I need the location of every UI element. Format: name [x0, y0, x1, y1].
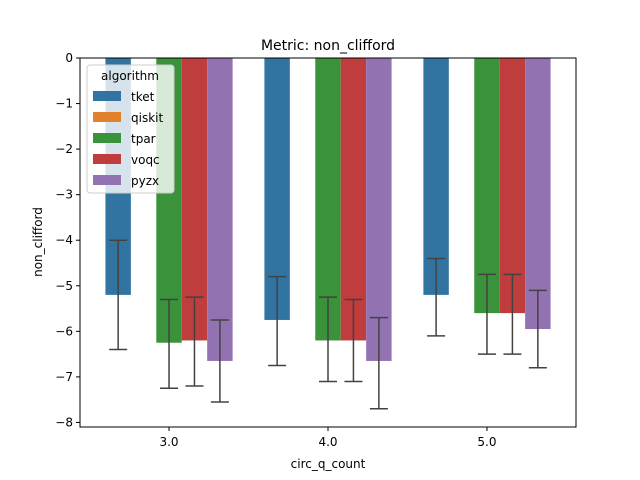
- bars-layer: [105, 58, 551, 361]
- error-bar-tpar-5.0: [477, 273, 496, 355]
- y-axis-label: non_clifford: [31, 207, 45, 277]
- y-tick-label: −8: [55, 415, 73, 429]
- error-bar-pyzx-4.0: [369, 316, 388, 410]
- bar-pyzx-5.0: [525, 58, 551, 330]
- legend-swatch-tpar: [93, 133, 121, 143]
- bar-pyzx-4.0: [366, 58, 392, 361]
- error-bar-tket-4.0: [268, 275, 287, 367]
- bar-voqc-3.0: [181, 58, 208, 341]
- error-bars-layer: [109, 239, 547, 410]
- legend: algorithm tket qiskit tpar voqc pyzx: [86, 64, 175, 194]
- y-axis: 0 −1 −2 −3 −4 −5 −6 −7 −8: [55, 51, 80, 429]
- y-tick-label: −1: [55, 97, 73, 111]
- bar-tpar-4.0: [315, 58, 341, 341]
- legend-title: algorithm: [101, 69, 159, 83]
- y-tick-label: −2: [55, 142, 73, 156]
- legend-label-voqc: voqc: [131, 153, 160, 167]
- bar-tket-5.0: [423, 58, 449, 295]
- error-bar-pyzx-3.0: [210, 319, 229, 403]
- x-axis: 3.0 4.0 5.0: [159, 427, 497, 449]
- error-bar-voqc-4.0: [344, 298, 363, 383]
- x-tick-label: 4.0: [318, 435, 337, 449]
- error-bar-tket-5.0: [427, 257, 446, 337]
- bar-pyzx-3.0: [207, 58, 233, 361]
- legend-label-tket: tket: [131, 90, 155, 104]
- x-axis-label: circ_q_count: [291, 457, 366, 471]
- y-tick-label: −4: [55, 233, 73, 247]
- error-bar-pyzx-5.0: [528, 289, 547, 369]
- legend-label-qiskit: qiskit: [131, 111, 163, 125]
- y-tick-label: −7: [55, 370, 73, 384]
- y-tick-label: −3: [55, 188, 73, 202]
- y-tick-label: 0: [65, 51, 73, 65]
- legend-label-tpar: tpar: [131, 132, 156, 146]
- bar-voqc-4.0: [340, 58, 367, 341]
- x-tick-label: 5.0: [477, 435, 496, 449]
- y-tick-label: −6: [55, 324, 73, 338]
- legend-label-pyzx: pyzx: [131, 174, 159, 188]
- bar-tpar-5.0: [474, 58, 500, 314]
- error-bar-voqc-3.0: [185, 296, 204, 387]
- y-tick-label: −5: [55, 279, 73, 293]
- chart-title: Metric: non_clifford: [261, 38, 395, 54]
- legend-swatch-tket: [93, 91, 121, 101]
- x-tick-label: 3.0: [159, 435, 178, 449]
- error-bar-tpar-3.0: [160, 298, 179, 390]
- legend-swatch-voqc: [93, 154, 121, 164]
- error-bar-voqc-5.0: [503, 273, 522, 355]
- legend-swatch-pyzx: [93, 175, 121, 185]
- error-bar-tpar-4.0: [319, 296, 337, 383]
- legend-swatch-qiskit: [93, 112, 121, 122]
- bar-voqc-5.0: [499, 58, 526, 314]
- error-bar-tket-3.0: [109, 239, 128, 351]
